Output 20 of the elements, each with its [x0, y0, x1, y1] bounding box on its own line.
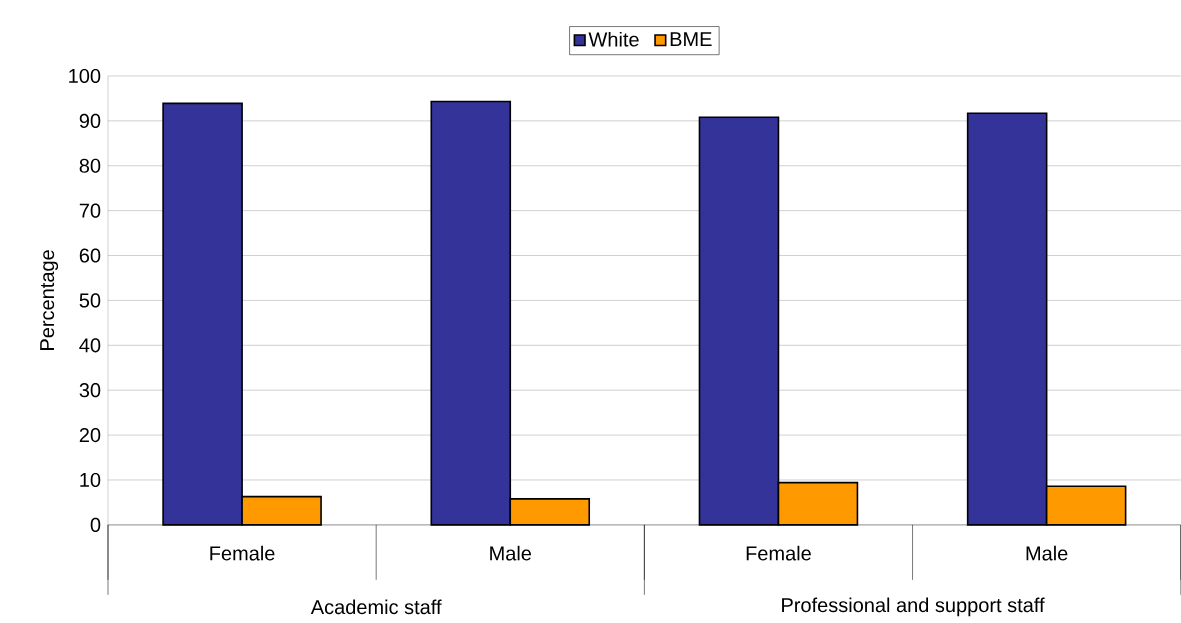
text: Professional and support staff	[782, 597, 1045, 617]
y-tick-label: 30	[79, 383, 101, 398]
y-tick-label: 10	[80, 472, 101, 488]
y-tick-label: 50	[79, 293, 101, 308]
legend-label: BME	[670, 32, 712, 47]
y-tick-label: 100	[69, 68, 101, 84]
y-tick-label: 20	[79, 428, 101, 443]
x-tick-label: Female	[746, 545, 811, 561]
y-tick-label: 80	[79, 158, 101, 173]
y-tick-label: 0	[90, 517, 101, 533]
x-tick-label: Female	[210, 545, 275, 561]
y-tick-label: 40	[79, 338, 101, 353]
y-axis-title: Percentage	[40, 250, 59, 350]
x-tick-label: Male	[490, 545, 532, 561]
text: Academic staff	[310, 599, 442, 615]
y-tick-label: 60	[79, 248, 101, 263]
y-tick-label: 90	[79, 113, 101, 129]
y-tick-label: 70	[79, 203, 101, 218]
legend-label: White	[588, 31, 639, 47]
x-tick-label: Male	[1026, 545, 1068, 561]
